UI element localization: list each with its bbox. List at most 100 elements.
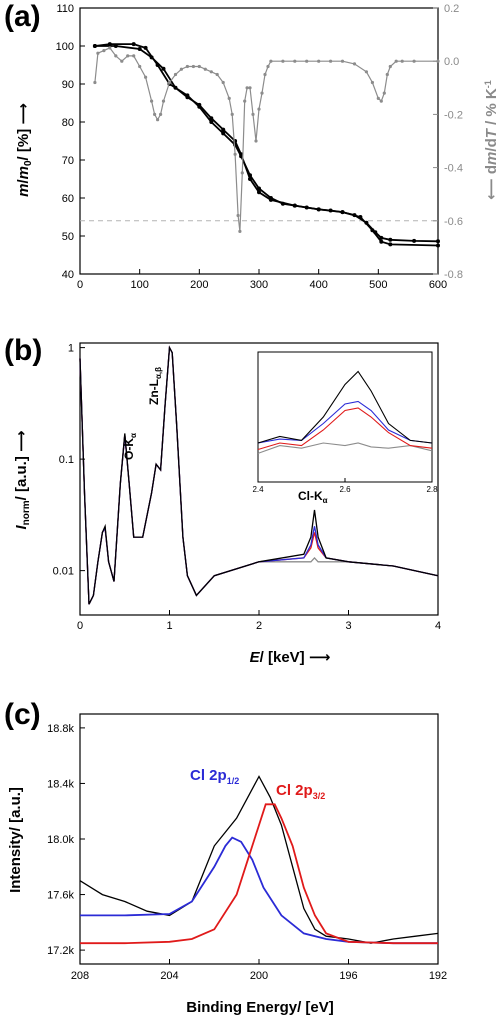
panel-b-xlabel: E/ [keV] ⟶ — [250, 649, 331, 666]
series-c-1 — [80, 836, 438, 945]
point-a-2-11 — [153, 112, 157, 116]
point-a-2-41 — [281, 59, 285, 63]
ytick-label-a-1: 50 — [62, 231, 74, 243]
point-a-1-19 — [370, 228, 375, 233]
annotation-o-k: O-Kα — [122, 433, 138, 460]
annotation-cl-2p12: Cl 2p1/2 — [190, 767, 239, 786]
point-a-1-5 — [173, 85, 178, 90]
xtick-label-b-1: 1 — [166, 620, 172, 632]
point-a-2-50 — [376, 96, 380, 100]
inset-series-1 — [257, 400, 433, 444]
ytick-label-c-4: 18.8k — [47, 723, 74, 735]
point-a-2-51 — [379, 99, 383, 103]
point-a-1-21 — [388, 242, 393, 247]
point-a-2-43 — [305, 59, 309, 63]
xtick-label-c-0: 208 — [71, 970, 89, 982]
point-a-2-8 — [138, 64, 142, 69]
inset-xtick-label-2: 2.8 — [426, 485, 438, 494]
point-a-1-1 — [113, 44, 118, 48]
point-a-0-26 — [412, 238, 417, 243]
point-a-2-38 — [263, 72, 267, 77]
point-a-2-22 — [209, 70, 213, 74]
point-a-2-6 — [126, 54, 130, 58]
point-a-2-17 — [179, 67, 183, 71]
point-a-2-39 — [266, 64, 270, 69]
ytick-label-c-2: 18.0k — [47, 834, 74, 846]
point-a-2-46 — [340, 59, 345, 63]
panel-b-ylabel: Inorm/ [a.u.] ⟶ — [13, 430, 32, 529]
point-a-1-20 — [379, 239, 384, 244]
point-a-0-27 — [436, 239, 440, 244]
point-a-2-26 — [230, 112, 234, 116]
point-a-2-24 — [221, 80, 225, 85]
point-a-2-14 — [161, 99, 166, 103]
point-a-2-37 — [260, 91, 264, 95]
point-a-2-35 — [254, 139, 258, 143]
ytick-right-label-a-3: -0.2 — [444, 109, 463, 121]
point-a-2-23 — [215, 72, 219, 77]
ytick-label-a-2: 60 — [62, 193, 74, 205]
ytick-right-label-a-4: 0.0 — [444, 56, 459, 68]
point-a-1-18 — [358, 215, 363, 219]
point-a-2-44 — [317, 59, 321, 63]
panel-a-ticks: 0 100 200 300 400 500 600 40 50 60 70 80 90 100 110 -0.… — [56, 3, 463, 291]
ytick-label-a-0: 40 — [62, 269, 74, 281]
point-a-2-42 — [293, 59, 297, 63]
annotation-cl-2p32: Cl 2p3/2 — [276, 782, 325, 801]
ytick-label-b-0: 0.01 — [53, 566, 74, 578]
panel-b-ticks: 0 1 2 3 4 0.01 0.1 1 — [53, 343, 441, 632]
point-a-1-8 — [209, 116, 214, 121]
point-a-2-3 — [108, 46, 112, 50]
inset-series-0 — [257, 370, 433, 444]
point-a-2-13 — [159, 112, 163, 116]
point-a-2-7 — [132, 54, 136, 58]
xtick-label-b-2: 2 — [256, 620, 262, 632]
xtick-label-a-0: 0 — [77, 279, 83, 291]
point-a-0-24 — [379, 235, 384, 240]
ytick-label-b-2: 1 — [68, 343, 74, 355]
inset-xtick-label-1: 2.6 — [339, 485, 351, 494]
point-a-1-4 — [161, 66, 166, 71]
point-a-0-2 — [131, 42, 136, 47]
point-a-2-12 — [156, 118, 160, 122]
xtick-label-a-1: 100 — [130, 279, 148, 291]
ytick-label-a-3: 70 — [62, 155, 74, 167]
panel-a: (a) 0 100 200 300 400 500 600 40 50 60 70 80 90 100 11… — [4, 0, 500, 291]
point-a-2-45 — [329, 59, 333, 63]
ytick-label-c-3: 18.4k — [47, 778, 74, 790]
panel-a-ylabel-left: m/m0/ [%] ⟶ — [15, 103, 34, 197]
point-a-2-32 — [245, 86, 249, 90]
point-a-1-22 — [436, 243, 440, 248]
xtick-label-b-0: 0 — [77, 620, 83, 632]
ytick-label-a-5: 90 — [62, 79, 74, 91]
point-a-2-33 — [248, 86, 252, 90]
ytick-label-a-7: 110 — [56, 3, 74, 15]
panel-c: (c) 208 204 200 196 192 17.2k 17.6k 18.0k 18.4k 1… — [4, 698, 447, 1016]
panel-a-plot — [80, 42, 440, 248]
point-a-2-48 — [364, 70, 368, 74]
point-a-2-30 — [240, 171, 244, 175]
point-a-1-17 — [340, 210, 345, 215]
xtick-label-a-2: 200 — [190, 279, 208, 291]
point-a-2-10 — [150, 99, 154, 103]
ytick-label-b-1: 0.1 — [59, 454, 74, 466]
panel-b-plot — [79, 345, 439, 605]
point-a-2-20 — [197, 64, 201, 69]
point-a-2-53 — [385, 72, 389, 77]
point-a-1-11 — [239, 152, 244, 157]
point-a-2-36 — [257, 107, 261, 111]
panel-b-letter: (b) — [4, 334, 42, 367]
inset-series-2 — [257, 407, 433, 451]
panel-b: (b) 0 1 2 3 4 0.01 0.1 1 2.4 2.6 2.8 Inorm/ [a.u.… — [4, 334, 441, 666]
xtick-label-b-4: 4 — [435, 620, 441, 632]
xtick-label-a-3: 300 — [250, 279, 268, 291]
point-a-2-18 — [185, 64, 189, 69]
point-a-2-19 — [191, 64, 195, 69]
panel-b-inset: 2.4 2.6 2.8 — [252, 351, 438, 494]
point-a-2-31 — [243, 99, 247, 103]
point-a-0-9 — [221, 131, 226, 136]
xtick-label-a-6: 600 — [429, 279, 447, 291]
point-a-2-1 — [96, 51, 100, 55]
point-a-2-27 — [233, 152, 237, 156]
series-c-2 — [80, 803, 438, 945]
